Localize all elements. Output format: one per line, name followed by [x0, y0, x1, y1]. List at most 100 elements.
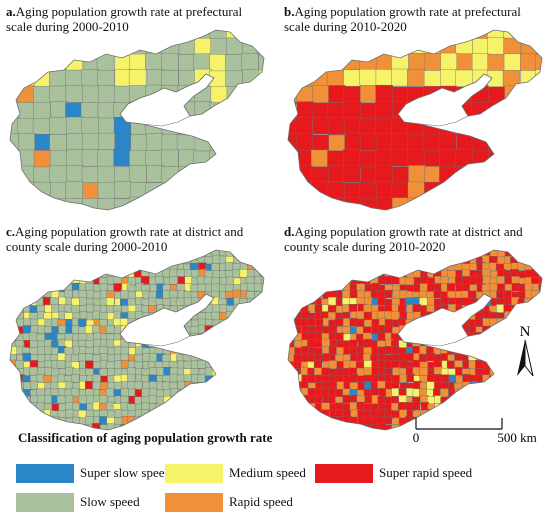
region-d	[280, 368, 287, 376]
region-c	[253, 368, 263, 377]
region-c	[191, 389, 201, 398]
region-c	[22, 402, 31, 412]
region-d	[328, 429, 337, 430]
region-d	[447, 255, 457, 264]
region-d	[363, 311, 373, 321]
region-c	[99, 256, 108, 265]
region-a	[17, 118, 35, 136]
region-a	[64, 38, 83, 56]
region-c	[169, 417, 179, 426]
region-d	[355, 318, 365, 328]
region-c	[205, 333, 214, 342]
region-b	[407, 149, 425, 167]
region-c	[36, 374, 45, 383]
region-b	[424, 166, 442, 184]
region-c	[2, 327, 9, 335]
region-b	[375, 149, 393, 168]
region-a	[50, 182, 68, 200]
region-a	[241, 102, 259, 120]
region-b	[535, 85, 542, 103]
region-d	[475, 403, 485, 413]
region-b	[344, 197, 362, 210]
region-c	[57, 255, 66, 264]
region-c	[15, 402, 25, 411]
region-b	[375, 181, 394, 200]
region-c	[226, 388, 235, 398]
region-d	[545, 270, 550, 278]
region-b	[360, 214, 377, 217]
region-b	[390, 149, 409, 167]
region-b	[535, 165, 542, 183]
region-d	[378, 263, 388, 272]
region-c	[261, 360, 264, 369]
region-c	[16, 270, 25, 279]
region-c	[10, 403, 17, 412]
region-a	[66, 214, 83, 217]
region-a	[66, 149, 84, 167]
region-d	[482, 332, 491, 341]
region-d	[294, 431, 302, 437]
region-d	[349, 289, 359, 299]
region-b	[310, 198, 329, 210]
region-b	[392, 197, 410, 210]
region-d	[455, 254, 464, 264]
region-d	[489, 381, 499, 390]
region-d	[510, 268, 519, 278]
region-c	[219, 339, 228, 348]
scale-bar-end: 500 km	[497, 430, 536, 445]
region-a	[241, 198, 259, 210]
region-c	[198, 381, 208, 391]
region-c	[198, 338, 207, 348]
region-d	[336, 262, 345, 272]
region-c	[106, 263, 116, 272]
region-d	[392, 255, 402, 264]
region-c	[198, 417, 207, 426]
region-d	[545, 418, 550, 426]
region-c	[10, 408, 17, 418]
region-d	[538, 388, 542, 398]
region-c	[225, 368, 235, 377]
region-c	[205, 409, 215, 419]
region-a	[16, 102, 35, 120]
region-c	[259, 410, 264, 420]
region-d	[377, 423, 387, 430]
region-d	[531, 256, 541, 265]
legend-label-super-rapid: Super rapid speed	[379, 465, 473, 480]
region-a	[16, 165, 35, 184]
region-c	[10, 368, 11, 377]
region-b	[520, 53, 538, 71]
region-d	[288, 382, 295, 392]
region-c	[36, 276, 45, 285]
region-c	[260, 347, 264, 356]
region-d	[288, 284, 296, 293]
region-d	[490, 326, 499, 335]
panel-d-letter: d.	[284, 224, 295, 239]
region-c	[65, 409, 75, 418]
region-c	[120, 263, 129, 272]
region-b	[520, 181, 538, 200]
region-b	[440, 69, 458, 87]
region-c	[224, 319, 234, 328]
region-c	[92, 381, 101, 391]
region-a	[209, 197, 227, 210]
region-a	[193, 181, 211, 200]
region-c	[114, 417, 123, 426]
region-a	[97, 70, 115, 88]
region-d	[531, 304, 541, 314]
region-b	[345, 215, 362, 217]
region-a	[97, 102, 116, 120]
region-a	[144, 53, 163, 71]
region-d	[489, 347, 498, 356]
region-a	[178, 214, 195, 217]
region-a	[49, 117, 67, 135]
region-c	[148, 387, 158, 397]
region-c	[23, 291, 33, 300]
region-d	[314, 395, 323, 404]
region-c	[155, 255, 165, 265]
region-c	[22, 416, 31, 425]
region-d	[488, 340, 498, 349]
region-a	[241, 53, 259, 71]
north-arrow-right	[524, 339, 534, 377]
region-d	[307, 277, 316, 286]
region-d	[398, 263, 407, 272]
